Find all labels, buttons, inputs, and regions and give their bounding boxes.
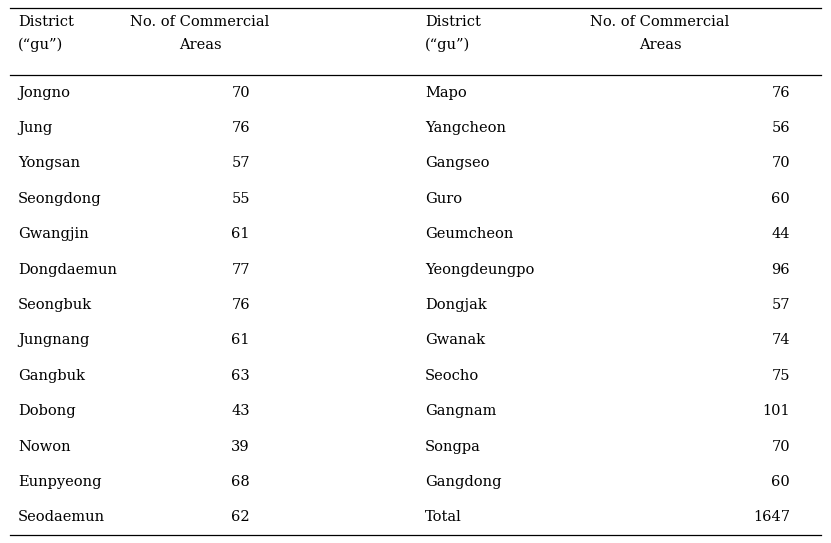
Text: 56: 56 xyxy=(771,121,790,135)
Text: 61: 61 xyxy=(232,333,250,348)
Text: 61: 61 xyxy=(232,227,250,241)
Text: Areas: Areas xyxy=(179,38,221,52)
Text: Yeongdeungpo: Yeongdeungpo xyxy=(425,263,534,276)
Text: (“gu”): (“gu”) xyxy=(425,38,470,52)
Text: 57: 57 xyxy=(771,298,790,312)
Text: 96: 96 xyxy=(771,263,790,276)
Text: 70: 70 xyxy=(771,156,790,171)
Text: Areas: Areas xyxy=(639,38,681,52)
Text: Dongdaemun: Dongdaemun xyxy=(18,263,117,276)
Text: 101: 101 xyxy=(762,404,790,418)
Text: 44: 44 xyxy=(771,227,790,241)
Text: Dongjak: Dongjak xyxy=(425,298,487,312)
Text: 74: 74 xyxy=(771,333,790,348)
Text: Dobong: Dobong xyxy=(18,404,76,418)
Text: District: District xyxy=(425,15,481,29)
Text: 60: 60 xyxy=(771,192,790,206)
Text: Seodaemun: Seodaemun xyxy=(18,510,106,525)
Text: 57: 57 xyxy=(232,156,250,171)
Text: Eunpyeong: Eunpyeong xyxy=(18,475,101,489)
Text: 76: 76 xyxy=(231,121,250,135)
Text: Seongbuk: Seongbuk xyxy=(18,298,92,312)
Text: Gangnam: Gangnam xyxy=(425,404,496,418)
Text: Gangseo: Gangseo xyxy=(425,156,489,171)
Text: District: District xyxy=(18,15,74,29)
Text: Gwanak: Gwanak xyxy=(425,333,485,348)
Text: Yangcheon: Yangcheon xyxy=(425,121,506,135)
Text: 76: 76 xyxy=(771,86,790,100)
Text: (“gu”): (“gu”) xyxy=(18,38,63,52)
Text: Gwangjin: Gwangjin xyxy=(18,227,89,241)
Text: 43: 43 xyxy=(231,404,250,418)
Text: Yongsan: Yongsan xyxy=(18,156,80,171)
Text: Guro: Guro xyxy=(425,192,462,206)
Text: 60: 60 xyxy=(771,475,790,489)
Text: Gangdong: Gangdong xyxy=(425,475,501,489)
Text: 77: 77 xyxy=(232,263,250,276)
Text: Geumcheon: Geumcheon xyxy=(425,227,514,241)
Text: Mapo: Mapo xyxy=(425,86,467,100)
Text: 70: 70 xyxy=(771,439,790,453)
Text: 70: 70 xyxy=(231,86,250,100)
Text: Jongno: Jongno xyxy=(18,86,70,100)
Text: Songpa: Songpa xyxy=(425,439,481,453)
Text: 76: 76 xyxy=(231,298,250,312)
Text: 1647: 1647 xyxy=(753,510,790,525)
Text: 62: 62 xyxy=(231,510,250,525)
Text: 63: 63 xyxy=(231,369,250,383)
Text: 75: 75 xyxy=(771,369,790,383)
Text: Seocho: Seocho xyxy=(425,369,479,383)
Text: Total: Total xyxy=(425,510,462,525)
Text: Seongdong: Seongdong xyxy=(18,192,101,206)
Text: No. of Commercial: No. of Commercial xyxy=(590,15,730,29)
Text: Jung: Jung xyxy=(18,121,52,135)
Text: 55: 55 xyxy=(232,192,250,206)
Text: Nowon: Nowon xyxy=(18,439,71,453)
Text: Gangbuk: Gangbuk xyxy=(18,369,85,383)
Text: No. of Commercial: No. of Commercial xyxy=(130,15,269,29)
Text: 39: 39 xyxy=(231,439,250,453)
Text: 68: 68 xyxy=(231,475,250,489)
Text: Jungnang: Jungnang xyxy=(18,333,90,348)
